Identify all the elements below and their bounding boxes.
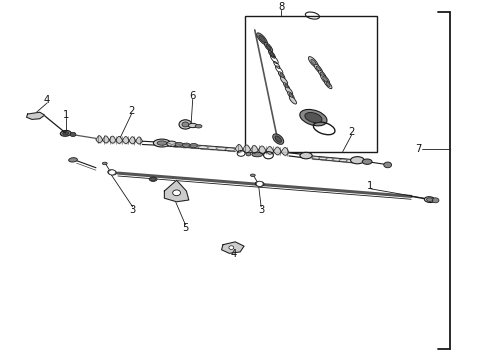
Ellipse shape xyxy=(167,141,176,147)
Circle shape xyxy=(70,132,76,136)
Text: 2: 2 xyxy=(128,106,135,116)
Circle shape xyxy=(246,152,251,156)
Ellipse shape xyxy=(362,159,372,165)
Ellipse shape xyxy=(280,77,288,85)
Text: 1: 1 xyxy=(367,181,373,191)
Ellipse shape xyxy=(314,64,322,73)
Ellipse shape xyxy=(323,77,327,82)
Text: 4: 4 xyxy=(44,95,50,105)
Ellipse shape xyxy=(250,174,255,176)
Ellipse shape xyxy=(182,143,190,147)
Ellipse shape xyxy=(63,132,69,135)
Ellipse shape xyxy=(195,125,202,128)
Circle shape xyxy=(256,181,263,186)
Polygon shape xyxy=(164,180,189,202)
Ellipse shape xyxy=(190,143,197,148)
Ellipse shape xyxy=(285,87,293,95)
Ellipse shape xyxy=(289,96,296,104)
Ellipse shape xyxy=(149,177,157,181)
Ellipse shape xyxy=(252,152,263,157)
Ellipse shape xyxy=(288,92,294,99)
Ellipse shape xyxy=(264,42,272,52)
Circle shape xyxy=(31,114,36,118)
Ellipse shape xyxy=(424,197,435,203)
Ellipse shape xyxy=(102,162,107,165)
Ellipse shape xyxy=(320,72,324,77)
Ellipse shape xyxy=(320,74,330,84)
Polygon shape xyxy=(221,242,244,253)
Text: 3: 3 xyxy=(258,204,264,215)
Ellipse shape xyxy=(426,198,433,202)
Ellipse shape xyxy=(270,52,274,57)
Ellipse shape xyxy=(108,170,117,175)
Ellipse shape xyxy=(324,80,332,89)
Ellipse shape xyxy=(275,136,281,142)
Circle shape xyxy=(151,177,156,181)
Ellipse shape xyxy=(153,139,171,147)
Ellipse shape xyxy=(280,73,283,77)
Ellipse shape xyxy=(283,83,290,90)
Ellipse shape xyxy=(259,35,266,42)
Circle shape xyxy=(384,162,392,168)
Ellipse shape xyxy=(305,112,322,123)
Circle shape xyxy=(172,190,180,196)
Circle shape xyxy=(182,122,189,127)
Ellipse shape xyxy=(255,181,264,186)
Ellipse shape xyxy=(311,59,316,65)
Ellipse shape xyxy=(188,123,197,128)
Text: 4: 4 xyxy=(230,249,236,260)
Ellipse shape xyxy=(157,141,167,145)
Ellipse shape xyxy=(273,134,284,144)
Ellipse shape xyxy=(175,142,183,147)
Text: 2: 2 xyxy=(348,127,355,137)
Circle shape xyxy=(432,198,439,203)
Ellipse shape xyxy=(300,109,327,126)
Ellipse shape xyxy=(318,70,326,79)
Ellipse shape xyxy=(316,66,320,71)
Text: 1: 1 xyxy=(63,110,69,120)
Ellipse shape xyxy=(300,152,312,159)
Ellipse shape xyxy=(326,82,330,86)
Text: 5: 5 xyxy=(182,222,189,233)
Ellipse shape xyxy=(278,72,285,79)
Circle shape xyxy=(38,114,42,117)
Polygon shape xyxy=(26,112,45,120)
Circle shape xyxy=(229,246,234,249)
Ellipse shape xyxy=(69,158,77,162)
Text: 8: 8 xyxy=(278,2,284,12)
Ellipse shape xyxy=(269,50,275,58)
Ellipse shape xyxy=(257,33,268,45)
Ellipse shape xyxy=(266,44,271,50)
Text: 7: 7 xyxy=(415,144,421,154)
Circle shape xyxy=(109,170,116,175)
Ellipse shape xyxy=(285,84,288,88)
Ellipse shape xyxy=(308,57,318,68)
Ellipse shape xyxy=(350,157,364,164)
Text: 6: 6 xyxy=(190,91,196,102)
Ellipse shape xyxy=(60,130,71,136)
Ellipse shape xyxy=(289,94,293,98)
Bar xyxy=(245,15,377,152)
Text: 3: 3 xyxy=(129,204,136,215)
Circle shape xyxy=(179,120,192,129)
